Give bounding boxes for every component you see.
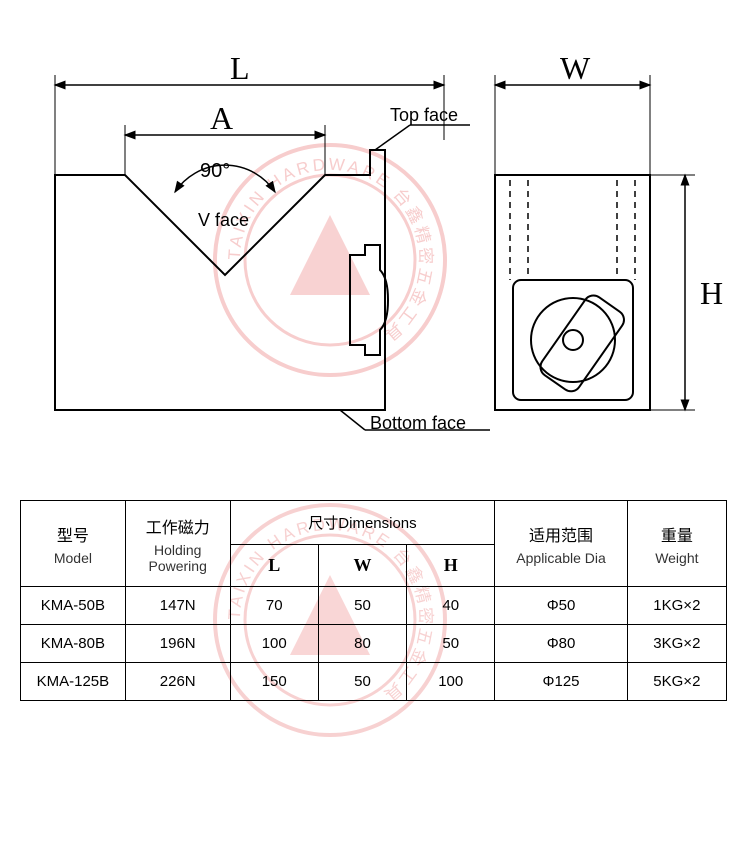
table-row: KMA-80B 196N 100 80 50 Φ80 3KG×2 xyxy=(21,625,727,663)
cell-H: 100 xyxy=(407,663,495,701)
table-row: KMA-125B 226N 150 50 100 Φ125 5KG×2 xyxy=(21,663,727,701)
cell-model: KMA-50B xyxy=(21,587,126,625)
cell-H: 50 xyxy=(407,625,495,663)
cell-model: KMA-80B xyxy=(21,625,126,663)
table-container: TAIXIN HARDWARE 台鑫精密五金工具 型号 Model 工作磁力 H… xyxy=(20,500,727,701)
hdr-holding: 工作磁力 Holding Powering xyxy=(125,501,230,587)
cell-dia: Φ80 xyxy=(495,625,627,663)
hdr-wt-en: Weight xyxy=(636,550,718,566)
label-bottomface: Bottom face xyxy=(370,413,466,434)
diagram-svg xyxy=(20,20,727,440)
cell-L: 150 xyxy=(230,663,318,701)
hdr-dim-cn: 尺寸 xyxy=(308,515,338,532)
label-W: W xyxy=(560,50,590,87)
cell-holding: 196N xyxy=(125,625,230,663)
hdr-W: W xyxy=(318,545,406,587)
hdr-holding-cn: 工作磁力 xyxy=(134,514,222,538)
hdr-app-en: Applicable Dia xyxy=(503,550,618,566)
label-L: L xyxy=(230,50,250,87)
hdr-model-cn: 型号 xyxy=(29,522,117,546)
hdr-weight: 重量 Weight xyxy=(627,501,726,587)
label-H: H xyxy=(700,275,723,312)
label-topface: Top face xyxy=(390,105,458,126)
hdr-model: 型号 Model xyxy=(21,501,126,587)
cell-weight: 1KG×2 xyxy=(627,587,726,625)
cell-model: KMA-125B xyxy=(21,663,126,701)
cell-weight: 5KG×2 xyxy=(627,663,726,701)
spec-table: 型号 Model 工作磁力 Holding Powering 尺寸Dimensi… xyxy=(20,500,727,701)
technical-diagram: TAIXIN HARDWARE 台鑫精密五金工具 xyxy=(20,20,727,440)
cell-dia: Φ50 xyxy=(495,587,627,625)
cell-L: 100 xyxy=(230,625,318,663)
table-row: KMA-50B 147N 70 50 40 Φ50 1KG×2 xyxy=(21,587,727,625)
hdr-dimensions: 尺寸Dimensions xyxy=(230,501,495,545)
hdr-holding-en: Holding Powering xyxy=(134,542,222,574)
cell-H: 40 xyxy=(407,587,495,625)
hdr-app-cn: 适用范围 xyxy=(503,522,618,546)
hdr-L: L xyxy=(230,545,318,587)
cell-W: 80 xyxy=(318,625,406,663)
hdr-applicable: 适用范围 Applicable Dia xyxy=(495,501,627,587)
hdr-model-en: Model xyxy=(29,550,117,566)
label-vface: V face xyxy=(198,210,249,231)
cell-L: 70 xyxy=(230,587,318,625)
cell-dia: Φ125 xyxy=(495,663,627,701)
hdr-wt-cn: 重量 xyxy=(636,522,718,546)
hdr-dim-en: Dimensions xyxy=(338,515,416,532)
cell-holding: 147N xyxy=(125,587,230,625)
cell-weight: 3KG×2 xyxy=(627,625,726,663)
table-header-row-1: 型号 Model 工作磁力 Holding Powering 尺寸Dimensi… xyxy=(21,501,727,545)
cell-W: 50 xyxy=(318,663,406,701)
hdr-H: H xyxy=(407,545,495,587)
cell-holding: 226N xyxy=(125,663,230,701)
cell-W: 50 xyxy=(318,587,406,625)
label-angle: 90° xyxy=(200,160,230,183)
label-A: A xyxy=(210,100,233,137)
